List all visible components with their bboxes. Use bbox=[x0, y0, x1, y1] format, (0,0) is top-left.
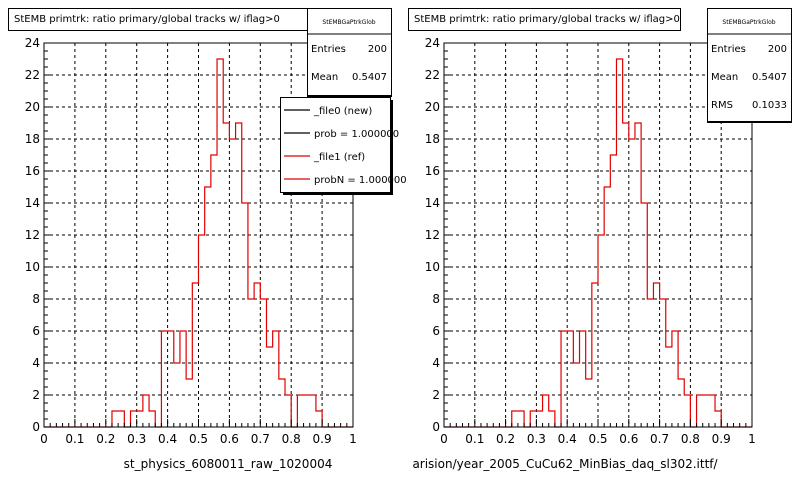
stats-label: Entries bbox=[311, 44, 346, 55]
y-tick-label: 20 bbox=[25, 100, 40, 114]
x-tick-label: 0.2 bbox=[96, 432, 115, 446]
x-tick-label: 0 bbox=[440, 432, 448, 446]
histogram-series-line bbox=[44, 58, 353, 428]
legend-entry: _file0 (new) bbox=[313, 106, 372, 117]
legend-entry: prob = 1.000000 bbox=[314, 129, 399, 140]
stats-box bbox=[707, 8, 792, 123]
stats-title: StEMBGaPtrkGlob bbox=[722, 19, 775, 26]
x-tick-label: 1 bbox=[349, 432, 357, 446]
chart-title: StEMB primtrk: ratio primary/global trac… bbox=[14, 14, 280, 25]
x-tick-label: 0.8 bbox=[681, 432, 700, 446]
x-tick-label: 0.5 bbox=[189, 432, 208, 446]
stats-value: 0.1033 bbox=[752, 100, 787, 111]
y-tick-label: 0 bbox=[32, 420, 40, 434]
y-tick-label: 2 bbox=[432, 388, 440, 402]
stats-label: Entries bbox=[711, 44, 746, 55]
y-tick-label: 12 bbox=[25, 228, 40, 242]
y-tick-label: 8 bbox=[32, 292, 40, 306]
stats-value: 0.5407 bbox=[752, 72, 787, 83]
y-tick-label: 16 bbox=[25, 164, 40, 178]
y-tick-label: 24 bbox=[425, 36, 440, 50]
x-tick-label: 0.5 bbox=[588, 432, 607, 446]
y-tick-label: 14 bbox=[25, 196, 40, 210]
legend-entry: probN = 1.000000 bbox=[314, 175, 407, 186]
stats-label: Mean bbox=[311, 72, 338, 83]
y-tick-label: 4 bbox=[432, 356, 440, 370]
x-tick-label: 0 bbox=[40, 432, 48, 446]
y-tick-label: 18 bbox=[425, 132, 440, 146]
y-tick-label: 0 bbox=[432, 420, 440, 434]
x-tick-label: 0.2 bbox=[496, 432, 515, 446]
title-box bbox=[408, 8, 681, 31]
stats-box bbox=[307, 8, 392, 97]
x-tick-label: 0.7 bbox=[650, 432, 669, 446]
stats-label: RMS bbox=[711, 100, 733, 111]
x-tick-label: 0.8 bbox=[282, 432, 301, 446]
x-tick-label: 0.6 bbox=[220, 432, 239, 446]
y-tick-label: 10 bbox=[425, 260, 440, 274]
y-tick-label: 16 bbox=[425, 164, 440, 178]
legend-entry: _file1 (ref) bbox=[313, 152, 365, 163]
y-tick-label: 8 bbox=[432, 292, 440, 306]
y-tick-label: 4 bbox=[32, 356, 40, 370]
y-tick-label: 22 bbox=[25, 68, 40, 82]
legend-box bbox=[280, 97, 391, 193]
chart-title: StEMB primtrk: ratio primary/global trac… bbox=[414, 14, 680, 25]
histogram-panel-left: 0 0.1 0.2 0.3 0.4 0.5 0.6 0.7 0.8 0.9 102468101214… bbox=[8, 8, 407, 471]
x-tick-label: 0.1 bbox=[465, 432, 484, 446]
y-tick-label: 24 bbox=[25, 36, 40, 50]
y-tick-label: 2 bbox=[32, 388, 40, 402]
y-tick-label: 18 bbox=[25, 132, 40, 146]
x-tick-label: 0.4 bbox=[158, 432, 177, 446]
stats-value: 200 bbox=[368, 44, 387, 55]
y-tick-label: 6 bbox=[32, 324, 40, 338]
y-tick-label: 22 bbox=[425, 68, 440, 82]
y-tick-label: 14 bbox=[425, 196, 440, 210]
stats-label: Mean bbox=[711, 72, 738, 83]
x-tick-label: 0.1 bbox=[65, 432, 84, 446]
stats-value: 200 bbox=[768, 44, 787, 55]
x-axis-title: st_physics_6080011_raw_1020004 bbox=[124, 457, 333, 471]
stats-box-shadow bbox=[307, 95, 392, 97]
x-tick-label: 0.3 bbox=[527, 432, 546, 446]
x-tick-label: 0.6 bbox=[619, 432, 638, 446]
x-tick-label: 0.3 bbox=[127, 432, 146, 446]
x-tick-label: 1 bbox=[748, 432, 756, 446]
x-tick-label: 0.4 bbox=[558, 432, 577, 446]
stats-title: StEMBGaPtrkGlob bbox=[322, 19, 375, 26]
y-tick-label: 6 bbox=[432, 324, 440, 338]
y-tick-label: 20 bbox=[425, 100, 440, 114]
y-tick-label: 12 bbox=[425, 228, 440, 242]
y-tick-label: 10 bbox=[25, 260, 40, 274]
histogram-panel-right: 0 0.1 0.2 0.3 0.4 0.5 0.6 0.7 0.8 0.9 102468101214… bbox=[408, 8, 792, 471]
x-tick-label: 0.7 bbox=[251, 432, 270, 446]
x-axis-title: arision/year_2005_CuCu62_MinBias_daq_sl3… bbox=[412, 457, 718, 471]
stats-box-shadow bbox=[707, 121, 792, 123]
stats-value: 0.5407 bbox=[352, 72, 387, 83]
x-tick-label: 0.9 bbox=[313, 432, 332, 446]
histogram-series-line bbox=[444, 58, 752, 428]
x-tick-label: 0.9 bbox=[712, 432, 731, 446]
